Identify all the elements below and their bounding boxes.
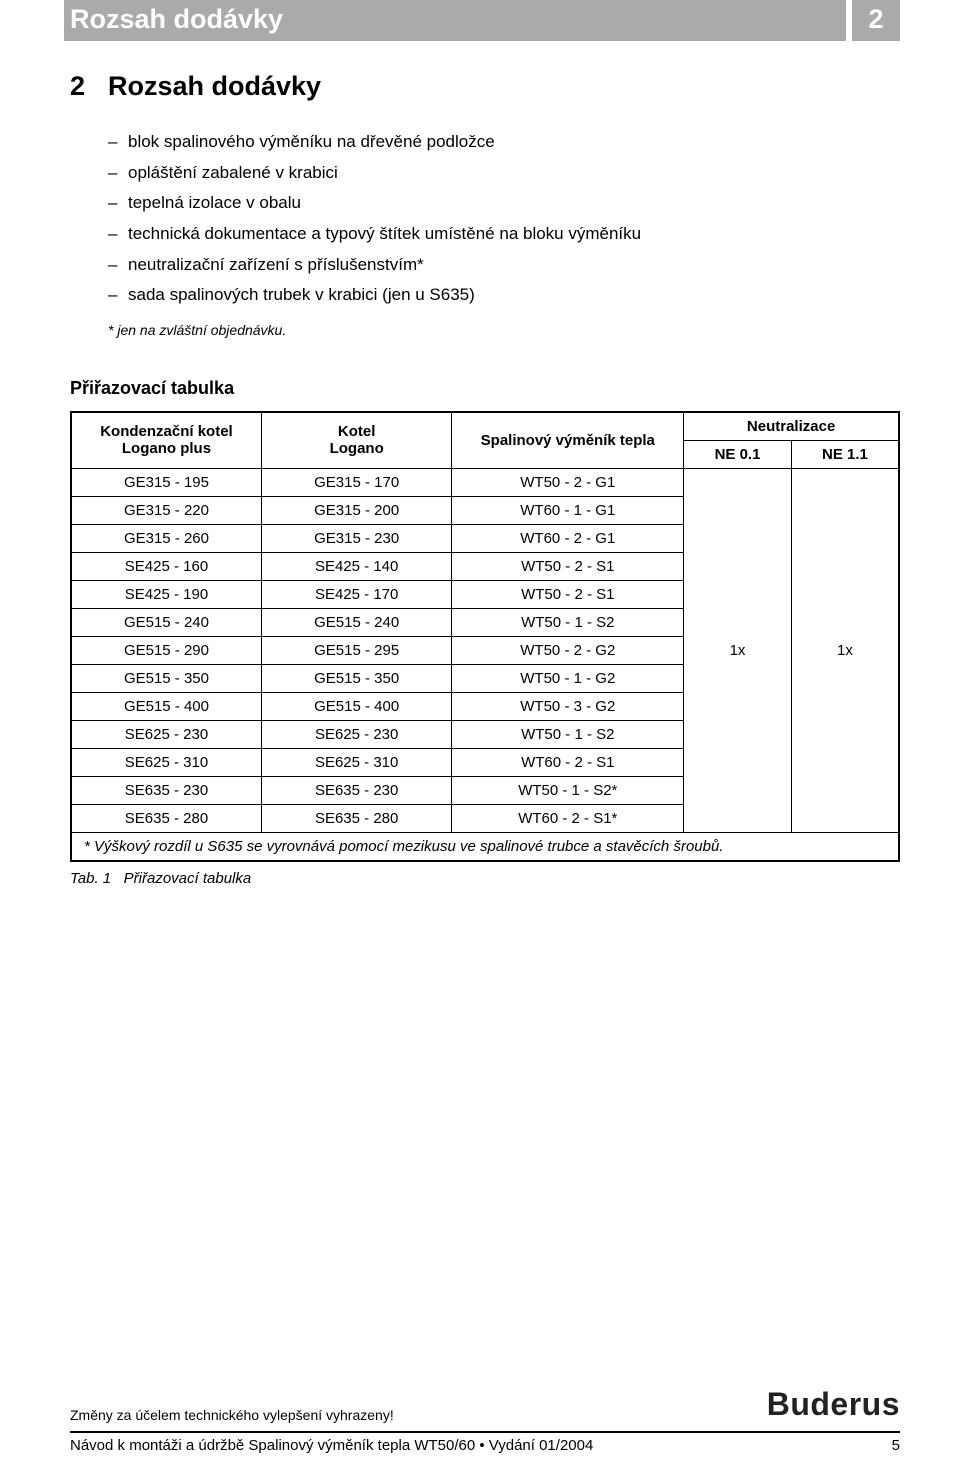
table-cell: SE625 - 230	[261, 720, 451, 748]
table-cell: GE515 - 400	[261, 692, 451, 720]
table-cell: GE315 - 220	[71, 496, 261, 524]
table-cell: GE515 - 400	[71, 692, 261, 720]
table-cell: SE425 - 140	[261, 552, 451, 580]
header-title: Rozsah dodávky	[64, 0, 846, 41]
th-line: Logano	[330, 440, 384, 457]
footer-page-number: 5	[892, 1437, 900, 1454]
th-line: Kotel	[338, 423, 376, 440]
table-cell: SE425 - 190	[71, 580, 261, 608]
table-cell: GE515 - 290	[71, 636, 261, 664]
bullet-footnote: * jen na zvláštní objednávku.	[108, 322, 900, 338]
list-item: tepelná izolace v obalu	[108, 191, 900, 216]
table-cell: SE625 - 230	[71, 720, 261, 748]
table-cell: WT50 - 2 - G2	[452, 636, 684, 664]
table-cell: SE625 - 310	[71, 748, 261, 776]
table-cell: WT60 - 2 - S1*	[452, 804, 684, 832]
assignment-table: Kondenzační kotel Logano plus Kotel Loga…	[70, 411, 900, 862]
list-item: technická dokumentace a typový štítek um…	[108, 222, 900, 247]
table-cell: GE315 - 170	[261, 468, 451, 496]
table-header: Kotel Logano	[261, 412, 451, 469]
table-header: Neutralizace	[684, 412, 899, 441]
table-header: Kondenzační kotel Logano plus	[71, 412, 261, 469]
table-cell-neutral: 1x	[791, 468, 899, 832]
footer-doc-line: Návod k montáži a údržbě Spalinový výměn…	[70, 1437, 593, 1454]
list-item: opláštění zabalené v krabici	[108, 161, 900, 186]
table-cell: WT50 - 3 - G2	[452, 692, 684, 720]
footer-disclaimer: Změny za účelem technického vylepšení vy…	[70, 1407, 394, 1423]
section-number: 2	[70, 71, 108, 102]
table-cell: SE635 - 280	[71, 804, 261, 832]
header-page-number: 2	[852, 0, 900, 41]
table-cell: SE425 - 170	[261, 580, 451, 608]
table-cell: GE515 - 240	[261, 608, 451, 636]
caption-text: Přiřazovací tabulka	[124, 870, 252, 887]
list-item: sada spalinových trubek v krabici (jen u…	[108, 283, 900, 308]
bullet-list: blok spalinového výměníku na dřevěné pod…	[70, 130, 900, 308]
page-footer: Změny za účelem technického vylepšení vy…	[70, 1386, 900, 1454]
table-cell: SE635 - 230	[261, 776, 451, 804]
list-item: neutralizační zařízení s příslušenstvím*	[108, 253, 900, 278]
table-cell: SE625 - 310	[261, 748, 451, 776]
list-item: blok spalinového výměníku na dřevěné pod…	[108, 130, 900, 155]
table-cell: SE425 - 160	[71, 552, 261, 580]
table-cell: GE315 - 260	[71, 524, 261, 552]
table-cell-neutral: 1x	[684, 468, 792, 832]
table-cell: WT50 - 1 - S2*	[452, 776, 684, 804]
section-heading: 2Rozsah dodávky	[70, 71, 900, 102]
table-cell: GE515 - 350	[261, 664, 451, 692]
th-line: Logano plus	[122, 440, 211, 457]
table-cell: GE515 - 295	[261, 636, 451, 664]
table-cell: WT60 - 1 - G1	[452, 496, 684, 524]
table-row: GE315 - 195 GE315 - 170 WT50 - 2 - G1 1x…	[71, 468, 899, 496]
table-cell: WT50 - 2 - G1	[452, 468, 684, 496]
table-cell: SE635 - 230	[71, 776, 261, 804]
table-cell: SE635 - 280	[261, 804, 451, 832]
table-cell: GE315 - 230	[261, 524, 451, 552]
page: Rozsah dodávky 2 2Rozsah dodávky blok sp…	[0, 0, 960, 1472]
table-cell: WT60 - 2 - G1	[452, 524, 684, 552]
table-footnote-cell: * Výškový rozdíl u S635 se vyrovnává pom…	[71, 832, 899, 861]
table-footnote-row: * Výškový rozdíl u S635 se vyrovnává pom…	[71, 832, 899, 861]
table-caption: Tab. 1 Přiřazovací tabulka	[70, 870, 900, 887]
table-cell: WT50 - 1 - S2	[452, 720, 684, 748]
page-header: Rozsah dodávky 2	[0, 0, 960, 41]
table-cell: WT50 - 1 - G2	[452, 664, 684, 692]
caption-label: Tab. 1	[70, 870, 111, 887]
table-cell: WT50 - 1 - S2	[452, 608, 684, 636]
table-heading: Přiřazovací tabulka	[70, 378, 900, 399]
table-cell: GE315 - 200	[261, 496, 451, 524]
table-cell: WT50 - 2 - S1	[452, 552, 684, 580]
table-cell: GE315 - 195	[71, 468, 261, 496]
table-header: NE 0.1	[684, 440, 792, 468]
section-title: Rozsah dodávky	[108, 71, 321, 101]
table-header: Spalinový výměník tepla	[452, 412, 684, 469]
brand-logo: Buderus	[767, 1386, 900, 1423]
table-cell: WT50 - 2 - S1	[452, 580, 684, 608]
table-cell: GE515 - 240	[71, 608, 261, 636]
table-cell: WT60 - 2 - S1	[452, 748, 684, 776]
th-line: Kondenzační kotel	[100, 423, 233, 440]
table-header: NE 1.1	[791, 440, 899, 468]
table-cell: GE515 - 350	[71, 664, 261, 692]
